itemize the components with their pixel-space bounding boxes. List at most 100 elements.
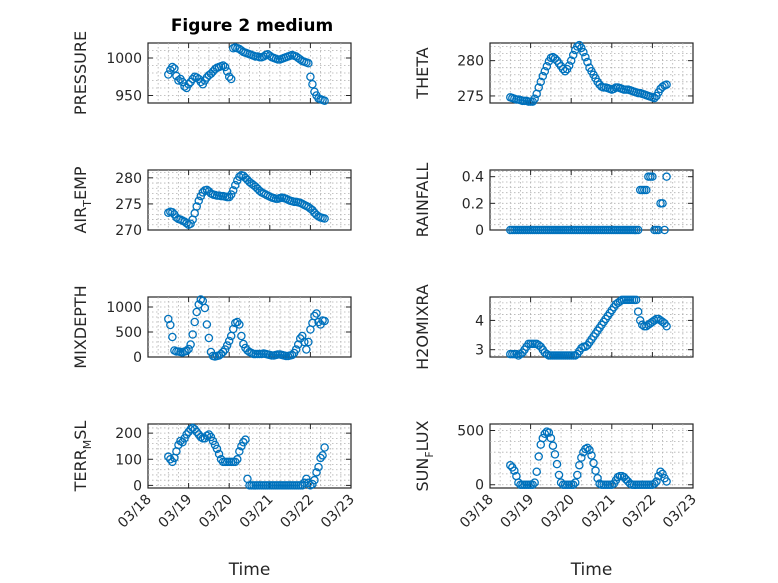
data-point bbox=[233, 455, 242, 464]
x-tick-label: 03/19 bbox=[498, 492, 538, 532]
data-point bbox=[204, 333, 214, 343]
data-point bbox=[650, 93, 659, 103]
data-point bbox=[192, 427, 201, 437]
data-point bbox=[631, 295, 641, 305]
data-point bbox=[202, 431, 212, 441]
data-point bbox=[312, 468, 321, 477]
data-point bbox=[190, 317, 199, 327]
data-point bbox=[662, 477, 671, 486]
data-point bbox=[320, 443, 329, 452]
data-point bbox=[226, 74, 236, 84]
figure-title: Figure 2 medium bbox=[171, 16, 333, 36]
data-point bbox=[538, 433, 548, 443]
y-axis-label: AIRTEMP bbox=[71, 166, 94, 233]
y-tick-label: 200 bbox=[115, 426, 142, 442]
data-point bbox=[166, 320, 175, 330]
data-point bbox=[575, 460, 584, 470]
x-tick-label: 03/20 bbox=[538, 492, 578, 532]
data-point bbox=[302, 345, 311, 354]
data-point bbox=[571, 478, 580, 487]
data-point bbox=[583, 443, 592, 453]
data-point bbox=[536, 77, 546, 87]
subplot-air: 270 275 280 AIRTEMP bbox=[71, 166, 352, 239]
data-point bbox=[577, 453, 586, 462]
y-tick-label: 0.2 bbox=[462, 196, 484, 212]
data-point bbox=[220, 62, 230, 72]
data-point bbox=[658, 469, 667, 479]
data-point bbox=[224, 336, 234, 346]
y-axis-label: RAINFALL bbox=[413, 163, 432, 238]
data-point bbox=[192, 307, 201, 317]
data-point bbox=[638, 320, 647, 330]
data-point bbox=[560, 66, 570, 76]
data-point bbox=[226, 190, 236, 199]
data-point bbox=[550, 450, 560, 459]
data-point bbox=[550, 54, 560, 63]
data-point bbox=[186, 219, 195, 228]
data-point bbox=[222, 67, 232, 76]
data-point bbox=[540, 66, 550, 76]
data-point bbox=[642, 185, 651, 195]
y-tick-label: 270 bbox=[115, 223, 142, 239]
data-point bbox=[656, 467, 665, 476]
data-point bbox=[609, 84, 619, 94]
data-point bbox=[512, 349, 521, 359]
data-point bbox=[566, 56, 576, 65]
axes-box bbox=[489, 296, 694, 358]
data-point bbox=[182, 218, 191, 228]
y-tick-label: 100 bbox=[115, 452, 142, 468]
data-point bbox=[544, 428, 554, 437]
data-point bbox=[194, 196, 203, 206]
data-point bbox=[540, 429, 550, 439]
data-point bbox=[577, 43, 586, 53]
data-point bbox=[304, 59, 313, 68]
subplot-pressure: 950 1000 PRESSURE bbox=[71, 31, 352, 115]
subplot-mixdepth: 0 500 1000 MIXDEPTH bbox=[71, 285, 352, 369]
data-point bbox=[314, 317, 323, 327]
data-point bbox=[184, 344, 193, 354]
y-tick-label: 0 bbox=[133, 350, 142, 366]
data-point bbox=[306, 481, 315, 490]
data-point bbox=[534, 83, 543, 92]
data-point bbox=[658, 199, 667, 208]
x-axis-label: Time bbox=[228, 560, 271, 580]
data-point bbox=[168, 62, 177, 72]
data-point bbox=[568, 480, 578, 489]
x-tick-label: 03/23 bbox=[318, 492, 358, 532]
data-point bbox=[164, 452, 173, 461]
data-point bbox=[528, 480, 537, 489]
data-point bbox=[239, 339, 248, 349]
data-point bbox=[304, 337, 313, 347]
x-tick-label: 03/21 bbox=[579, 492, 619, 532]
data-point bbox=[204, 430, 214, 439]
x-tick-label: 03/19 bbox=[156, 492, 196, 532]
data-point bbox=[224, 192, 234, 202]
y-axis-label: SUNFLUX bbox=[413, 420, 436, 491]
data-point bbox=[650, 479, 659, 488]
data-point bbox=[506, 460, 515, 470]
subplot-sun: 0 500 SUNFLUX 03/18 03/19 03/20 03/21 03/22 03/2… bbox=[413, 420, 700, 580]
data-point bbox=[320, 96, 329, 106]
y-tick-label: 275 bbox=[457, 89, 484, 105]
data-point bbox=[579, 47, 588, 57]
data-point bbox=[314, 462, 323, 472]
data-point bbox=[202, 320, 212, 329]
data-point bbox=[587, 451, 596, 460]
y-tick-label: 500 bbox=[457, 424, 484, 440]
data-point bbox=[589, 458, 598, 468]
data-point bbox=[593, 473, 602, 483]
x-tick-label: 03/23 bbox=[660, 492, 700, 532]
y-tick-label: 0 bbox=[133, 478, 142, 494]
data-point bbox=[174, 76, 183, 85]
data-point bbox=[218, 347, 228, 357]
y-axis-label: H2OMIXRA bbox=[413, 284, 432, 370]
data-point bbox=[532, 467, 541, 476]
data-point bbox=[291, 345, 301, 354]
subplot-terr: 0 100 200 TERRMSL 03/18 03/19 03/20 03/21 03/22 0… bbox=[71, 421, 358, 580]
data-point bbox=[662, 80, 671, 89]
y-tick-label: 1000 bbox=[106, 51, 142, 67]
data-point bbox=[300, 337, 309, 347]
data-point bbox=[552, 459, 562, 469]
data-point bbox=[538, 71, 548, 81]
subplot-h2omixra: 3 4 H2OMIXRA bbox=[413, 284, 694, 370]
